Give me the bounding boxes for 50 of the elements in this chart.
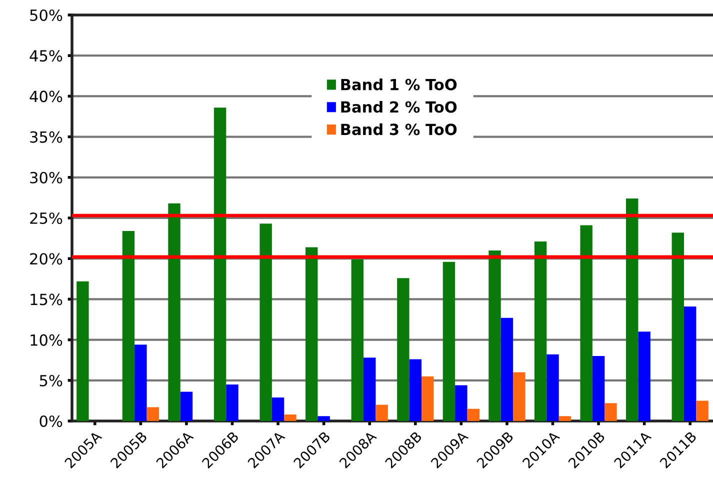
bar: [409, 359, 422, 421]
y-tick-label: 15%: [30, 294, 62, 306]
bar: [422, 376, 434, 421]
bar: [168, 203, 180, 421]
bar: [696, 400, 708, 421]
bar: [306, 247, 318, 421]
bar: [364, 358, 376, 421]
y-tick-label: 50%: [30, 9, 62, 22]
legend-label: Band 2 % ToO: [341, 100, 457, 113]
bar: [180, 392, 193, 421]
bar: [226, 384, 238, 421]
y-tick-label: 40%: [30, 90, 62, 102]
bar: [76, 281, 89, 421]
bar: [351, 259, 364, 421]
y-tick-label: 0%: [40, 415, 62, 428]
y-tick-label: 20%: [30, 253, 62, 265]
bar: [626, 198, 638, 421]
bar: [272, 397, 284, 421]
bar: [513, 372, 526, 421]
bar: [546, 354, 559, 421]
legend-label: Band 3 % ToO: [341, 123, 457, 136]
legend-label: Band 1 % ToO: [341, 78, 457, 90]
y-tick-label: 45%: [30, 50, 62, 62]
bar: [592, 356, 605, 421]
bar: [442, 262, 456, 421]
bar: [488, 250, 501, 421]
y-tick-label: 30%: [30, 172, 62, 184]
bar: [558, 416, 572, 421]
bar: [134, 344, 147, 421]
y-tick-label: 35%: [30, 131, 62, 143]
bar: [122, 230, 135, 421]
bar: [672, 232, 684, 421]
bar: [455, 385, 468, 421]
bar: [146, 407, 159, 421]
y-tick-label: 5%: [40, 374, 62, 386]
bar: [580, 225, 592, 421]
bar: [604, 403, 617, 421]
bar: [260, 224, 272, 421]
bar: [284, 414, 296, 421]
bar: [318, 416, 330, 421]
bar: [214, 108, 226, 421]
bar: [638, 332, 650, 421]
bar: [376, 404, 388, 421]
y-tick-label: 25%: [30, 212, 62, 224]
bar: [467, 408, 480, 421]
bar: [684, 306, 696, 421]
bar: [534, 242, 547, 421]
y-tick-label: 10%: [30, 334, 62, 346]
bar: [397, 278, 410, 421]
bar: [500, 318, 514, 421]
